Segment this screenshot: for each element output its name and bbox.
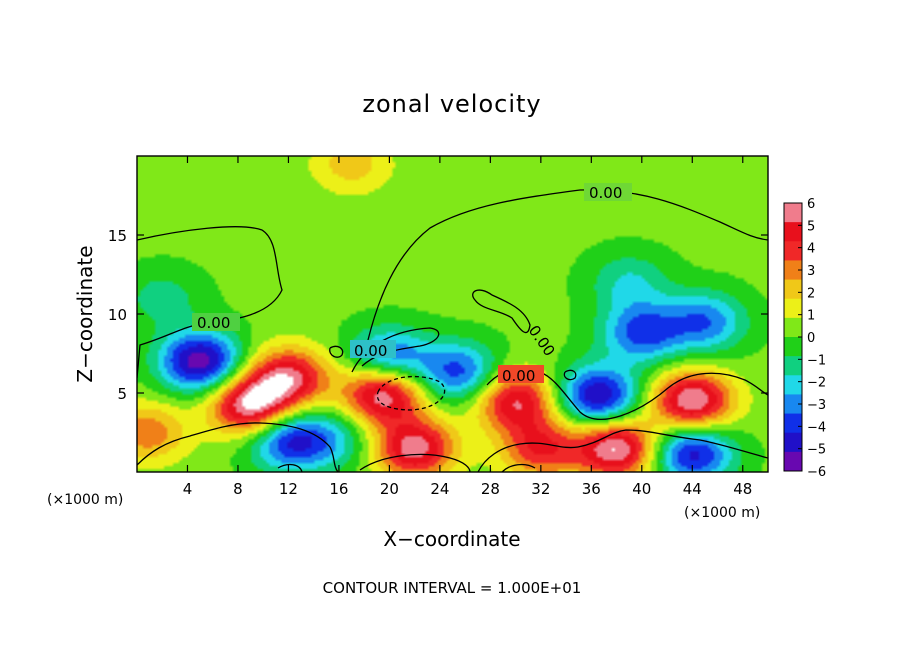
x-tick-label: 36: [582, 480, 601, 498]
colorbar-swatch: [784, 222, 802, 242]
x-tick-label: 40: [632, 480, 651, 498]
velocity-field-heatmap: [137, 156, 768, 472]
contour-line: [376, 375, 446, 411]
contour-line: [367, 189, 768, 341]
contour-line: [477, 429, 768, 472]
colorbar-swatch: [784, 375, 802, 395]
zero-contours: [137, 189, 768, 472]
contour-line: [563, 369, 577, 381]
x-axis: 4 8 12 16 20 24 28 32 36 40 44 48: [183, 156, 752, 498]
y-tick-label: 10: [108, 306, 127, 324]
colorbar-swatch: [784, 413, 802, 434]
colorbar-swatch: [784, 203, 802, 223]
colorbar-swatch: [784, 337, 802, 357]
contour-line: [472, 289, 531, 334]
colorbar-tick-label: 2: [807, 286, 815, 301]
y-axis: 5 10 15: [108, 227, 768, 403]
contour-line: [137, 422, 339, 472]
colorbar-tick-label: 0: [807, 331, 815, 346]
chart-title: zonal velocity: [362, 90, 541, 118]
x-tick-label: 12: [279, 480, 298, 498]
colorbar-tick-label: 5: [807, 219, 815, 234]
x-unit-label-left: (×1000 m): [47, 492, 123, 508]
colorbar-tick-label: −3: [807, 398, 826, 413]
colorbar: 6 5 4 3 2 1 0 −1 −2 −3 −4 −5 −6: [783, 197, 826, 480]
colorbar-swatch: [784, 356, 802, 376]
colorbar-swatch: [784, 394, 802, 415]
colorbar-swatch: [784, 260, 802, 281]
colorbar-swatch: [784, 241, 802, 261]
x-tick-label: 48: [733, 480, 752, 498]
colorbar-tick-label: 1: [807, 309, 815, 324]
contour-line: [277, 463, 303, 472]
colorbar-tick-label: −6: [807, 465, 826, 480]
colorbar-tick-label: −1: [807, 353, 826, 368]
contour-line: [359, 453, 471, 472]
contour-line: [329, 345, 344, 358]
y-axis-title: Z−coordinate: [73, 245, 97, 382]
colorbar-swatch: [784, 451, 802, 472]
colorbar-tick-label: 6: [807, 197, 815, 212]
x-unit-label-right: (×1000 m): [684, 505, 760, 521]
colorbar-tick-label: 3: [807, 264, 815, 279]
colorbar-tick-label: −2: [807, 376, 826, 391]
x-tick-label: 20: [380, 480, 399, 498]
x-axis-title: X−coordinate: [383, 527, 520, 551]
x-tick-label: 28: [481, 480, 500, 498]
x-tick-label: 8: [233, 480, 243, 498]
colorbar-swatch: [784, 432, 802, 453]
x-tick-label: 44: [683, 480, 702, 498]
contour-label: 0.00: [589, 184, 622, 202]
colorbar-swatch: [784, 317, 802, 338]
contour-label: 0.00: [197, 314, 230, 332]
y-tick-label: 5: [117, 385, 127, 403]
colorbar-tick-label: −4: [807, 420, 826, 435]
x-tick-label: 16: [329, 480, 348, 498]
x-tick-label: 24: [430, 480, 449, 498]
contour-label: 0.00: [502, 367, 535, 385]
contour-line: [137, 226, 283, 379]
contour-interval-text: CONTOUR INTERVAL = 1.000E+01: [323, 579, 582, 597]
colorbar-swatch: [784, 298, 802, 319]
colorbar-tick-label: −5: [807, 443, 826, 458]
colorbar-tick-label: 4: [807, 242, 815, 257]
y-tick-label: 15: [108, 227, 127, 245]
x-tick-label: 4: [183, 480, 193, 498]
contour-line: [501, 463, 536, 472]
contour-label: 0.00: [354, 342, 387, 360]
x-tick-label: 32: [531, 480, 550, 498]
colorbar-swatch: [784, 279, 802, 300]
